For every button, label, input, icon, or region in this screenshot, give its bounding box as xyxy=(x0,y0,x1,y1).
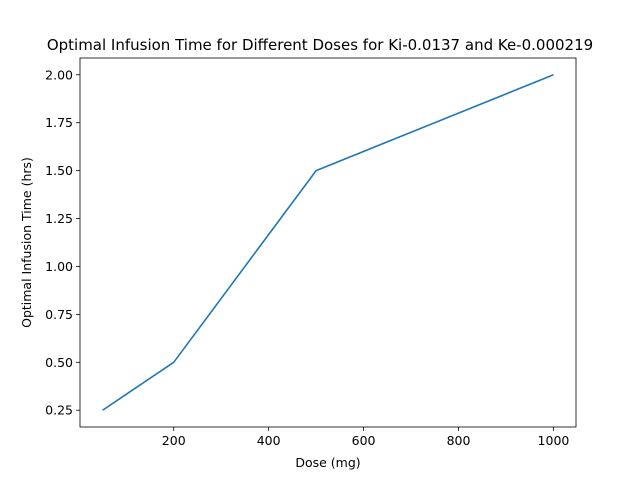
x-axis-ticks: 200 400 600 800 1000 xyxy=(162,427,570,448)
y-tick-label: 0.25 xyxy=(45,403,73,418)
series-line xyxy=(102,74,554,411)
chart-title: Optimal Infusion Time for Different Dose… xyxy=(47,36,593,54)
x-axis-label: Dose (mg) xyxy=(295,455,360,470)
x-tick-label: 200 xyxy=(162,433,186,448)
x-tick-label: 1000 xyxy=(538,433,570,448)
y-tick-label: 2.00 xyxy=(45,67,73,82)
plot-area-frame xyxy=(79,57,577,428)
y-tick-label: 1.75 xyxy=(45,115,73,130)
series-layer xyxy=(102,74,554,411)
y-tick-label: 0.75 xyxy=(45,307,73,322)
y-axis-ticks: 0.25 0.50 0.75 1.00 1.25 1.50 1.75 2.00 xyxy=(45,67,80,418)
x-tick-label: 600 xyxy=(352,433,376,448)
y-tick-label: 1.50 xyxy=(45,163,73,178)
x-tick-label: 800 xyxy=(447,433,471,448)
y-axis-label: Optimal Infusion Time (hrs) xyxy=(19,157,34,328)
y-tick-label: 1.00 xyxy=(45,259,73,274)
y-tick-label: 0.50 xyxy=(45,355,73,370)
y-tick-label: 1.25 xyxy=(45,211,73,226)
x-tick-label: 400 xyxy=(257,433,281,448)
